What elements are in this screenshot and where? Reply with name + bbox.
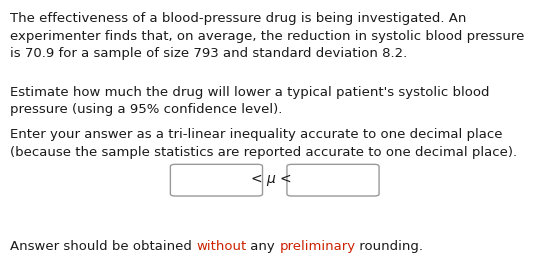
Text: without: without xyxy=(196,239,246,253)
Text: any: any xyxy=(246,239,279,253)
Text: < $\mu$ <: < $\mu$ < xyxy=(250,172,291,188)
FancyBboxPatch shape xyxy=(287,164,379,196)
FancyBboxPatch shape xyxy=(170,164,263,196)
Text: Estimate how much the drug will lower a typical patient's systolic blood
pressur: Estimate how much the drug will lower a … xyxy=(10,86,490,117)
Text: preliminary: preliminary xyxy=(279,239,356,253)
Text: The effectiveness of a blood-pressure drug is being investigated. An
experimente: The effectiveness of a blood-pressure dr… xyxy=(10,12,524,60)
Text: Enter your answer as a tri-linear inequality accurate to one decimal place
(beca: Enter your answer as a tri-linear inequa… xyxy=(10,128,517,159)
Text: rounding.: rounding. xyxy=(356,239,423,253)
Text: Answer should be obtained: Answer should be obtained xyxy=(10,239,196,253)
